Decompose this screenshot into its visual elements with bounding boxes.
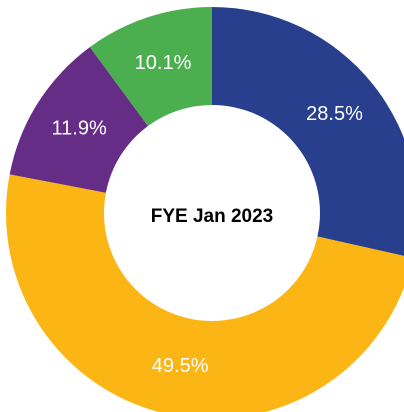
donut-slice — [6, 174, 404, 412]
slice-label: 10.1% — [135, 52, 192, 74]
slice-label: 49.5% — [152, 355, 209, 377]
donut-slice — [212, 7, 404, 256]
slice-label: 11.9% — [52, 118, 107, 140]
donut-slice — [9, 47, 148, 193]
slices — [6, 7, 404, 412]
donut-slice — [89, 7, 212, 127]
chart-title: FYE Jan 2023 — [151, 206, 274, 227]
slice-label: 28.5% — [306, 103, 363, 125]
